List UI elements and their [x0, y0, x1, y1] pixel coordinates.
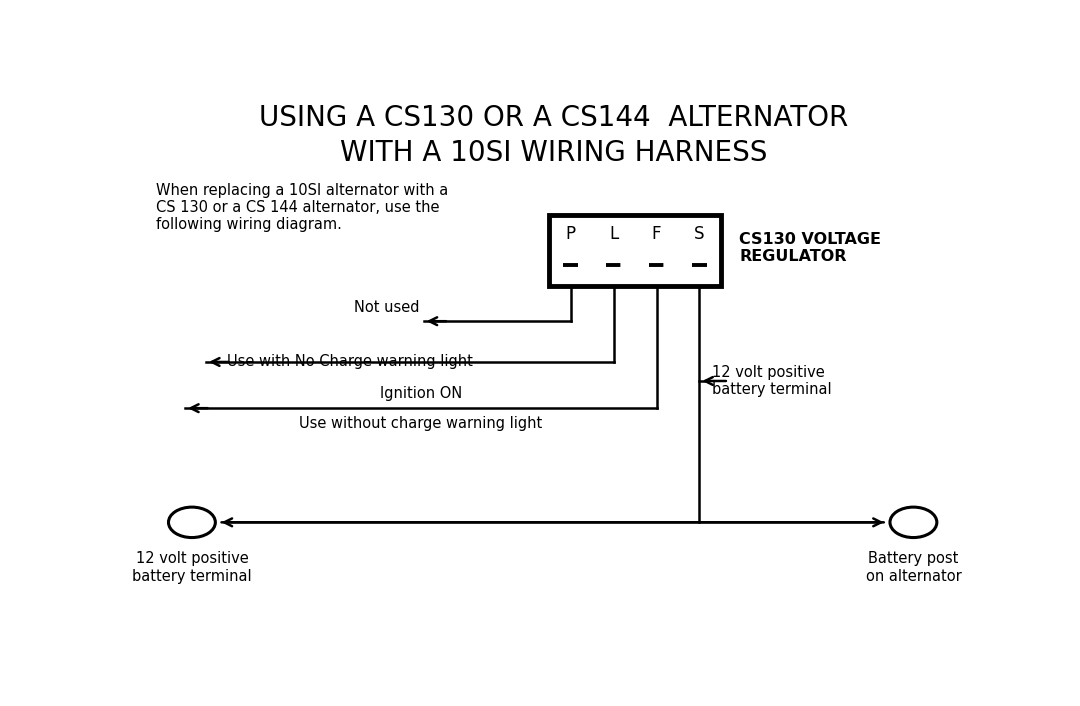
Text: WITH A 10SI WIRING HARNESS: WITH A 10SI WIRING HARNESS — [340, 139, 767, 167]
Text: 12 volt positive
battery terminal: 12 volt positive battery terminal — [712, 365, 832, 397]
Text: Use without charge warning light: Use without charge warning light — [299, 416, 542, 431]
Text: Use with No Charge warning light: Use with No Charge warning light — [227, 354, 473, 369]
Text: P: P — [566, 225, 576, 244]
Text: Ignition ON: Ignition ON — [380, 385, 462, 400]
Text: When replacing a 10SI alternator with a
CS 130 or a CS 144 alternator, use the
f: When replacing a 10SI alternator with a … — [156, 183, 448, 232]
Text: CS130 VOLTAGE
REGULATOR: CS130 VOLTAGE REGULATOR — [740, 232, 881, 264]
Text: F: F — [652, 225, 661, 244]
Text: 12 volt positive
battery terminal: 12 volt positive battery terminal — [132, 551, 252, 584]
Text: USING A CS130 OR A CS144  ALTERNATOR: USING A CS130 OR A CS144 ALTERNATOR — [259, 104, 848, 132]
Text: S: S — [694, 225, 705, 244]
Bar — [550, 215, 721, 286]
Text: L: L — [609, 225, 618, 244]
Text: Battery post
on alternator: Battery post on alternator — [865, 551, 961, 584]
Text: Not used: Not used — [354, 299, 419, 315]
